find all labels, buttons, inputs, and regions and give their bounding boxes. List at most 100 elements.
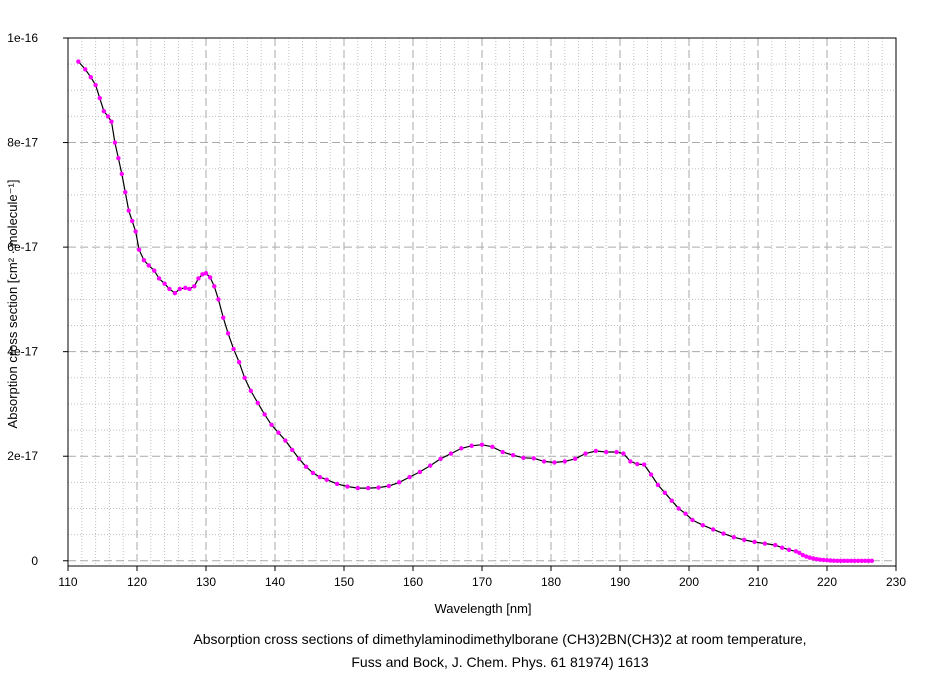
data-point [407, 474, 412, 480]
x-tick-label: 200 [679, 575, 699, 589]
data-point [676, 506, 681, 511]
data-point [152, 268, 157, 273]
data-point [162, 281, 167, 286]
x-tick-label: 180 [541, 575, 561, 589]
y-tick-label: 8e-17 [7, 136, 38, 150]
data-point [604, 449, 609, 455]
data-point [196, 276, 201, 281]
data-point [662, 490, 668, 496]
data-point [721, 531, 726, 536]
data-point [521, 455, 526, 460]
data-point [469, 443, 474, 448]
data-point [852, 558, 857, 563]
data-point [376, 485, 381, 490]
data-point [133, 229, 138, 234]
data-point [109, 119, 114, 124]
data-point [828, 558, 833, 563]
data-point [136, 247, 142, 252]
data-point [804, 554, 809, 559]
x-tick-label: 170 [472, 575, 492, 589]
data-point [296, 456, 302, 462]
data-point [793, 549, 799, 554]
data-point [797, 550, 802, 556]
chart-caption: Absorption cross sections of dimethylami… [0, 631, 934, 647]
data-point [97, 95, 102, 101]
data-point [116, 156, 121, 161]
data-point [635, 461, 640, 467]
data-point [655, 482, 661, 488]
data-point [669, 498, 674, 503]
axis-ticks: 110 120 130 140 150 160 170 180 190 200 210 220 230 0… [7, 31, 906, 589]
data-point [690, 517, 695, 523]
data-point [817, 557, 823, 562]
x-axis-label: Wavelength [nm] [434, 601, 531, 616]
data-point [324, 477, 329, 482]
data-point [397, 480, 402, 485]
data-point [459, 446, 464, 451]
data-point [811, 556, 816, 561]
data-point [583, 451, 588, 456]
data-point [541, 459, 547, 464]
data-point [269, 422, 274, 428]
data-point [203, 271, 209, 276]
data-point [276, 430, 281, 435]
data-point [225, 331, 231, 336]
data-point [334, 481, 340, 487]
data-point [290, 447, 295, 453]
data-point [855, 558, 861, 563]
data-point [814, 557, 819, 562]
x-tick-label: 210 [748, 575, 768, 589]
data-point [255, 400, 260, 406]
series-markers [76, 59, 875, 563]
data-point [172, 290, 178, 296]
y-axis-label: Absorption cross section [cm² · molecule… [5, 180, 20, 429]
caption-line-1: Absorption cross sections of dimethylami… [193, 631, 807, 647]
x-tick-label: 110 [58, 575, 77, 589]
data-point [621, 451, 626, 456]
data-point [141, 257, 147, 263]
data-point [248, 388, 254, 394]
x-tick-label: 230 [886, 575, 906, 589]
data-point [207, 275, 213, 280]
grid-lines [68, 37, 896, 566]
data-point [531, 456, 536, 461]
data-point [428, 463, 433, 468]
data-point [146, 263, 151, 268]
data-point [731, 535, 737, 540]
data-point [119, 171, 125, 177]
data-point [869, 558, 875, 563]
data-point [614, 449, 619, 455]
data-point [683, 511, 688, 516]
data-point [283, 438, 288, 443]
data-point [866, 558, 871, 563]
data-point [212, 284, 217, 289]
caption-line-2: Fuss and Bock, J. Chem. Phys. 61 81974) … [351, 654, 649, 670]
data-point [345, 484, 350, 489]
data-point [835, 558, 840, 563]
data-point [859, 558, 864, 563]
data-point [355, 485, 360, 491]
y-tick-label: 4e-17 [7, 345, 38, 359]
data-point [831, 558, 837, 563]
x-tick-label: 190 [610, 575, 630, 589]
data-point [762, 541, 768, 546]
data-point [105, 114, 111, 119]
data-point [317, 474, 323, 480]
data-point [593, 448, 599, 454]
x-tick-label: 120 [127, 575, 147, 589]
data-point [562, 459, 567, 464]
data-point [752, 539, 757, 545]
data-point [177, 286, 182, 292]
data-point [365, 485, 371, 491]
data-point [167, 286, 172, 292]
data-point [310, 470, 316, 476]
data-point [192, 284, 197, 289]
data-point [236, 359, 242, 365]
data-point [83, 67, 88, 72]
data-point [842, 558, 847, 563]
data-point [187, 286, 192, 292]
data-point [510, 452, 516, 458]
data-point [156, 276, 162, 281]
chart-caption-source: Fuss and Bock, J. Chem. Phys. 61 81974) … [0, 654, 934, 670]
